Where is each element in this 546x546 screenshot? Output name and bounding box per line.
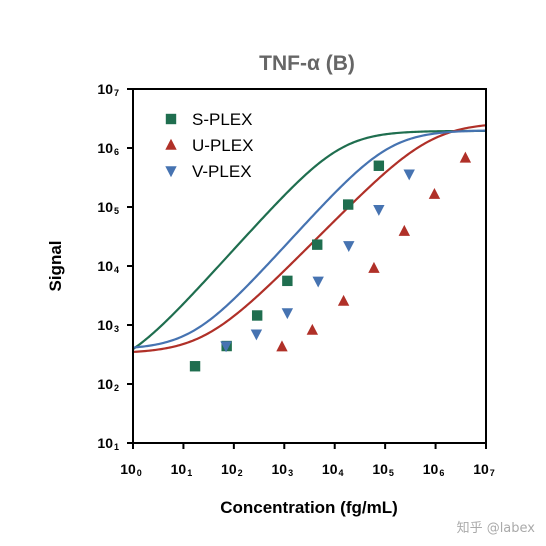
y-tick-label: 106 — [97, 140, 119, 157]
legend-label: V-PLEX — [192, 162, 252, 181]
data-point-s-plex — [312, 239, 323, 250]
x-tick-label: 107 — [473, 461, 495, 478]
plot-area — [132, 124, 487, 372]
chart-title: TNF-α (B) — [259, 52, 355, 75]
data-point-v-plex — [343, 241, 355, 252]
data-point-s-plex — [189, 361, 201, 372]
data-point-v-plex — [250, 329, 263, 341]
legend-marker-u-plex — [165, 138, 177, 150]
x-tick-label: 101 — [171, 461, 193, 478]
x-tick-label: 102 — [221, 461, 243, 478]
data-point-v-plex — [373, 204, 385, 216]
legend-label: U-PLEX — [192, 136, 253, 155]
data-point-u-plex — [276, 340, 288, 352]
data-point-v-plex — [312, 276, 324, 288]
data-point-s-plex — [282, 275, 293, 287]
x-axis-label: Concentration (fg/mL) — [220, 498, 398, 517]
y-axis-ticks: 101 102 103 104 105 106 107 — [97, 81, 133, 452]
x-tick-label: 106 — [423, 461, 445, 478]
data-point-u-plex — [337, 294, 350, 306]
y-tick-label: 102 — [97, 376, 119, 393]
data-point-s-plex — [251, 310, 263, 321]
y-tick-label: 107 — [97, 81, 119, 98]
x-tick-label: 105 — [372, 461, 394, 478]
x-tick-label: 100 — [120, 461, 142, 478]
fit-curve-u-plex — [132, 124, 487, 354]
watermark: 知乎 @labex — [457, 520, 536, 536]
x-tick-label: 104 — [322, 461, 344, 478]
data-point-v-plex — [403, 169, 415, 181]
data-point-s-plex — [373, 160, 385, 171]
data-point-u-plex — [398, 224, 411, 236]
y-tick-label: 104 — [97, 258, 119, 275]
x-tick-label: 103 — [271, 461, 293, 478]
y-tick-label: 103 — [97, 317, 119, 334]
y-tick-label: 101 — [97, 435, 119, 452]
y-tick-label: 105 — [97, 199, 119, 216]
legend: S-PLEX U-PLEX V-PLEX — [165, 110, 253, 181]
data-point-s-plex — [342, 199, 354, 210]
legend-marker-v-plex — [165, 166, 177, 178]
fit-curve-s-plex — [132, 129, 487, 350]
data-point-v-plex — [281, 308, 294, 320]
legend-label: S-PLEX — [192, 110, 252, 129]
data-markers — [189, 151, 472, 372]
plot-frame — [132, 88, 487, 444]
data-point-u-plex — [368, 261, 380, 273]
x-axis-ticks: 100 101 102 103 104 105 106 107 — [120, 443, 495, 478]
data-point-v-plex — [220, 341, 232, 353]
fit-curve-v-plex — [132, 129, 487, 349]
fit-curves — [132, 124, 487, 354]
y-axis-label: Signal — [46, 240, 65, 291]
data-point-u-plex — [459, 151, 472, 163]
data-point-u-plex — [306, 323, 319, 335]
legend-marker-s-plex — [165, 113, 177, 125]
data-point-u-plex — [428, 187, 441, 199]
